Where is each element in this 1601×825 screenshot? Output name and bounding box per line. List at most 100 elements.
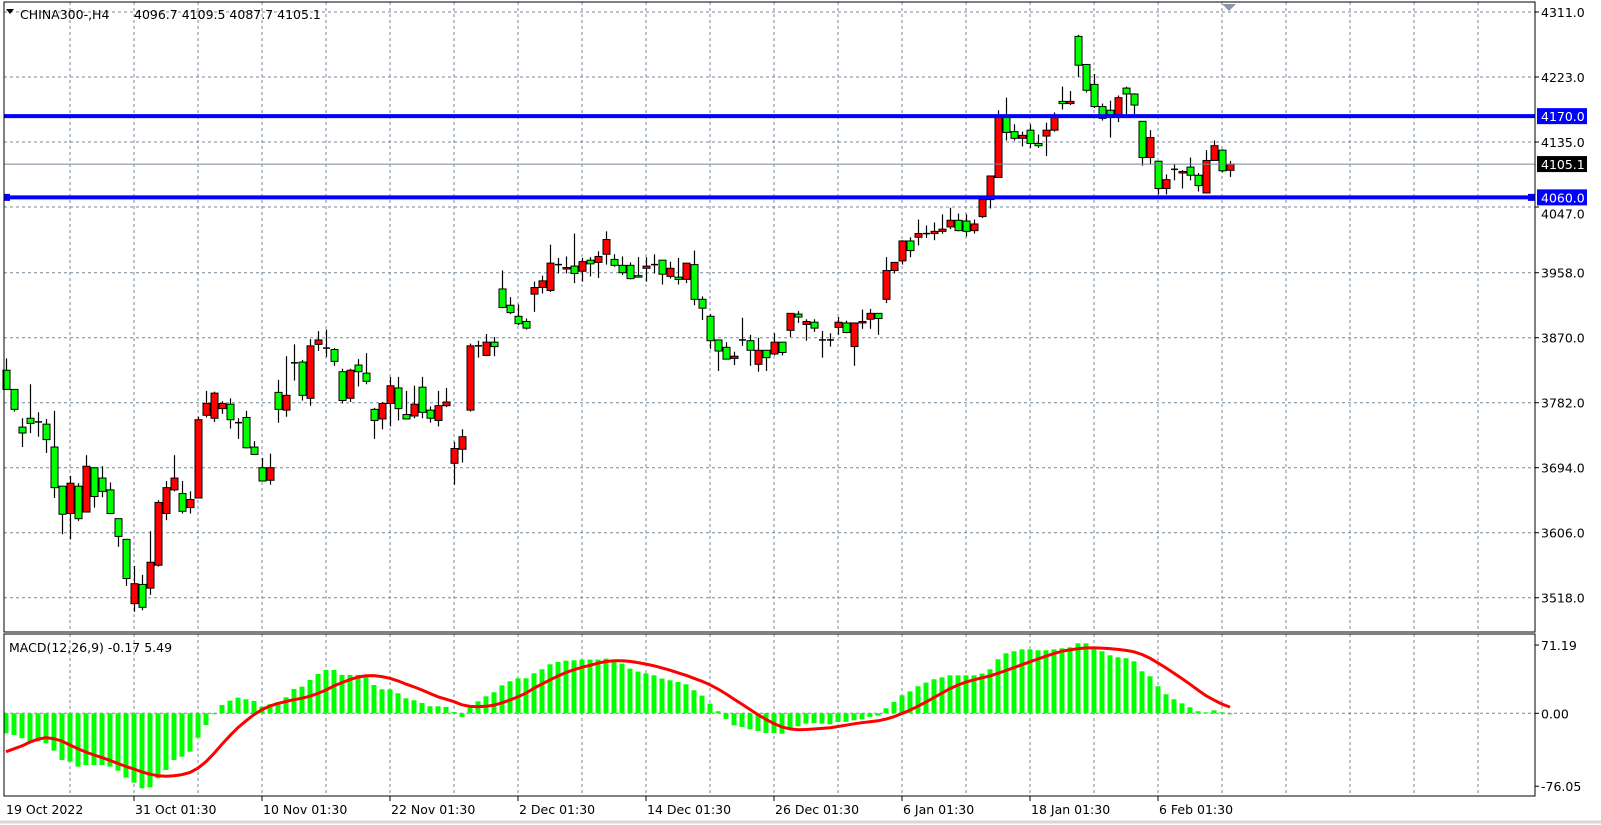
macd-histogram-bar xyxy=(83,713,89,765)
candle xyxy=(666,261,675,279)
candle-body xyxy=(970,223,979,232)
candle-body xyxy=(194,419,203,499)
candle xyxy=(642,257,651,282)
candle-body xyxy=(762,349,771,359)
macd-histogram-bar xyxy=(531,673,537,714)
candle xyxy=(1106,100,1115,138)
macd-tick-label: 71.19 xyxy=(1541,638,1577,653)
candle-body xyxy=(754,349,763,365)
macd-histogram-bar xyxy=(251,700,257,714)
line-handle-left[interactable] xyxy=(4,193,10,201)
candle-body xyxy=(978,199,987,218)
macd-histogram-bar xyxy=(635,671,641,714)
macd-histogram-bar xyxy=(499,685,505,714)
candle xyxy=(194,416,203,499)
candle-body xyxy=(714,339,723,352)
macd-histogram-bar xyxy=(971,675,977,714)
macd-histogram-bar xyxy=(283,697,289,714)
candle xyxy=(218,401,227,414)
candle-body xyxy=(2,369,11,390)
candle xyxy=(906,237,915,258)
macd-histogram-bar xyxy=(43,713,49,744)
candle-body xyxy=(170,477,179,491)
macd-histogram-bar xyxy=(755,713,761,731)
macd-histogram-bar xyxy=(723,713,729,719)
macd-histogram-bar xyxy=(387,689,393,714)
candle xyxy=(394,376,403,421)
candle xyxy=(434,390,443,427)
candle xyxy=(306,339,315,406)
candle xyxy=(954,213,963,232)
candle xyxy=(626,262,635,280)
candle xyxy=(1210,140,1219,161)
macd-panel-frame xyxy=(3,633,1536,797)
candle-body xyxy=(1130,93,1139,106)
macd-histogram-bar xyxy=(19,713,25,739)
candle-body xyxy=(1138,120,1147,159)
horizontal-lines[interactable] xyxy=(4,114,1535,201)
candle-body xyxy=(130,583,139,605)
candle xyxy=(10,388,19,412)
macd-histogram-bar xyxy=(779,713,785,734)
macd-histogram-bar xyxy=(851,713,857,721)
candle-body xyxy=(1058,100,1067,105)
line-handle-right[interactable] xyxy=(1528,193,1535,201)
candle-body xyxy=(506,304,515,314)
candle-body xyxy=(690,264,699,300)
price-tick-label: 4135.0 xyxy=(1541,135,1585,150)
candle-body xyxy=(866,312,875,320)
macd-histogram-bar xyxy=(99,713,105,765)
candle-body xyxy=(186,498,195,509)
candle xyxy=(762,349,771,371)
macd-histogram-bar xyxy=(787,713,793,729)
macd-histogram-bar xyxy=(587,659,593,714)
candle xyxy=(578,257,587,282)
candle-body xyxy=(1186,166,1195,176)
candle-body xyxy=(1098,106,1107,119)
candle-body xyxy=(570,265,579,274)
chart-menu-triangle-icon[interactable] xyxy=(6,9,14,14)
candle xyxy=(1042,122,1051,157)
macd-histogram-bar xyxy=(491,692,497,714)
candle-body xyxy=(306,345,315,399)
macd-histogram-bar xyxy=(131,713,137,783)
candle xyxy=(770,333,779,356)
macd-histogram-bar xyxy=(827,713,833,725)
candle xyxy=(250,441,259,455)
macd-tick-label: -76.05 xyxy=(1541,779,1581,794)
macd-histogram-bar xyxy=(1003,653,1009,714)
candle-body xyxy=(698,298,707,309)
candle xyxy=(370,407,379,439)
candle xyxy=(586,257,595,277)
candle xyxy=(82,455,91,513)
macd-histogram-bar xyxy=(1011,651,1017,714)
candle-body xyxy=(1010,131,1019,139)
candle xyxy=(674,257,683,285)
macd-histogram-bar xyxy=(563,660,569,714)
chart-shift-triangle-icon[interactable] xyxy=(1222,4,1236,11)
candle xyxy=(994,110,1003,178)
candle-body xyxy=(1082,63,1091,91)
macd-histogram-bar xyxy=(35,713,41,742)
candle-body xyxy=(458,436,467,450)
candle xyxy=(923,225,930,239)
macd-histogram-bar xyxy=(179,713,185,757)
bid-price-label: 4105.1 xyxy=(1541,157,1585,172)
macd-histogram-bar xyxy=(707,703,713,714)
macd-histogram-bar xyxy=(627,668,633,714)
candle xyxy=(58,485,67,535)
candle xyxy=(458,429,467,463)
candle xyxy=(802,319,811,341)
horizontal-line-label: 4170.0 xyxy=(1541,109,1585,124)
macd-histogram-bar xyxy=(123,713,129,778)
macd-histogram-bar xyxy=(955,675,961,714)
candle xyxy=(1082,63,1091,93)
macd-histogram-bar xyxy=(867,713,873,717)
candle-body xyxy=(330,349,339,362)
candle-body xyxy=(50,446,59,489)
macd-histogram-bar xyxy=(1051,649,1057,714)
candle xyxy=(26,384,35,434)
candle xyxy=(930,222,939,241)
candle xyxy=(378,401,387,430)
